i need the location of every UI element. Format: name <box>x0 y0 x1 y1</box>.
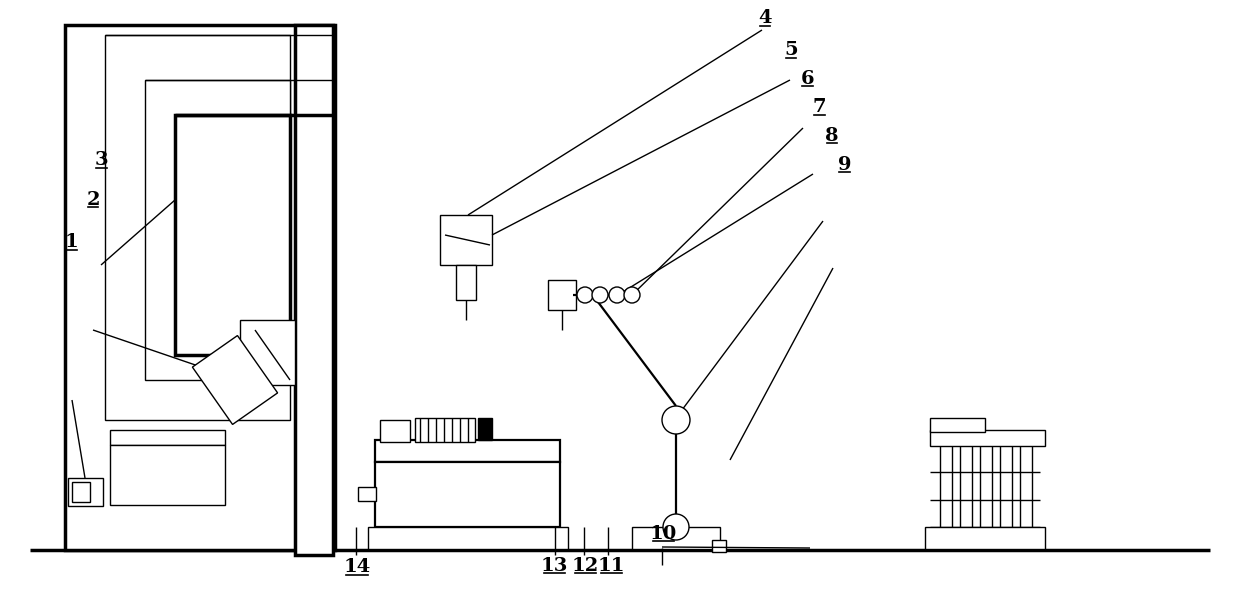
Text: 14: 14 <box>343 558 371 576</box>
Bar <box>105 35 290 420</box>
Text: 7: 7 <box>813 98 826 116</box>
Bar <box>295 25 334 555</box>
Bar <box>145 80 290 380</box>
Bar <box>456 265 476 300</box>
Bar <box>980 445 992 550</box>
Circle shape <box>609 287 625 303</box>
Bar <box>632 527 720 549</box>
Text: 1: 1 <box>64 233 79 251</box>
Circle shape <box>663 514 689 540</box>
Circle shape <box>662 406 689 434</box>
Bar <box>440 215 492 265</box>
Circle shape <box>577 287 593 303</box>
Circle shape <box>624 287 640 303</box>
Bar <box>110 430 224 445</box>
Bar <box>925 527 1045 549</box>
Text: 8: 8 <box>826 126 838 145</box>
Circle shape <box>591 287 608 303</box>
Text: 13: 13 <box>541 557 568 575</box>
Bar <box>374 440 560 462</box>
Bar <box>358 487 376 501</box>
Bar <box>110 445 224 505</box>
Bar <box>477 418 492 440</box>
Text: 5: 5 <box>785 41 797 59</box>
Bar <box>712 540 725 552</box>
Text: 10: 10 <box>650 525 677 543</box>
Bar <box>64 25 335 550</box>
Bar <box>368 527 568 549</box>
Bar <box>940 445 952 550</box>
Text: 9: 9 <box>838 155 851 174</box>
Bar <box>930 430 1045 446</box>
Bar <box>1021 445 1032 550</box>
Bar <box>548 280 577 310</box>
Bar <box>999 445 1012 550</box>
Text: 6: 6 <box>801 70 813 88</box>
Bar <box>960 445 972 550</box>
Bar <box>175 115 290 355</box>
Bar <box>374 462 560 527</box>
Polygon shape <box>192 336 278 425</box>
Text: 4: 4 <box>759 9 771 27</box>
Bar <box>415 418 475 442</box>
Text: 11: 11 <box>598 557 625 575</box>
Text: 2: 2 <box>87 191 99 209</box>
Bar <box>241 320 295 385</box>
Bar <box>68 478 103 506</box>
Text: 3: 3 <box>95 151 108 169</box>
Bar <box>379 420 410 442</box>
Text: 12: 12 <box>572 557 599 575</box>
Bar <box>930 418 985 432</box>
Bar <box>72 482 91 502</box>
